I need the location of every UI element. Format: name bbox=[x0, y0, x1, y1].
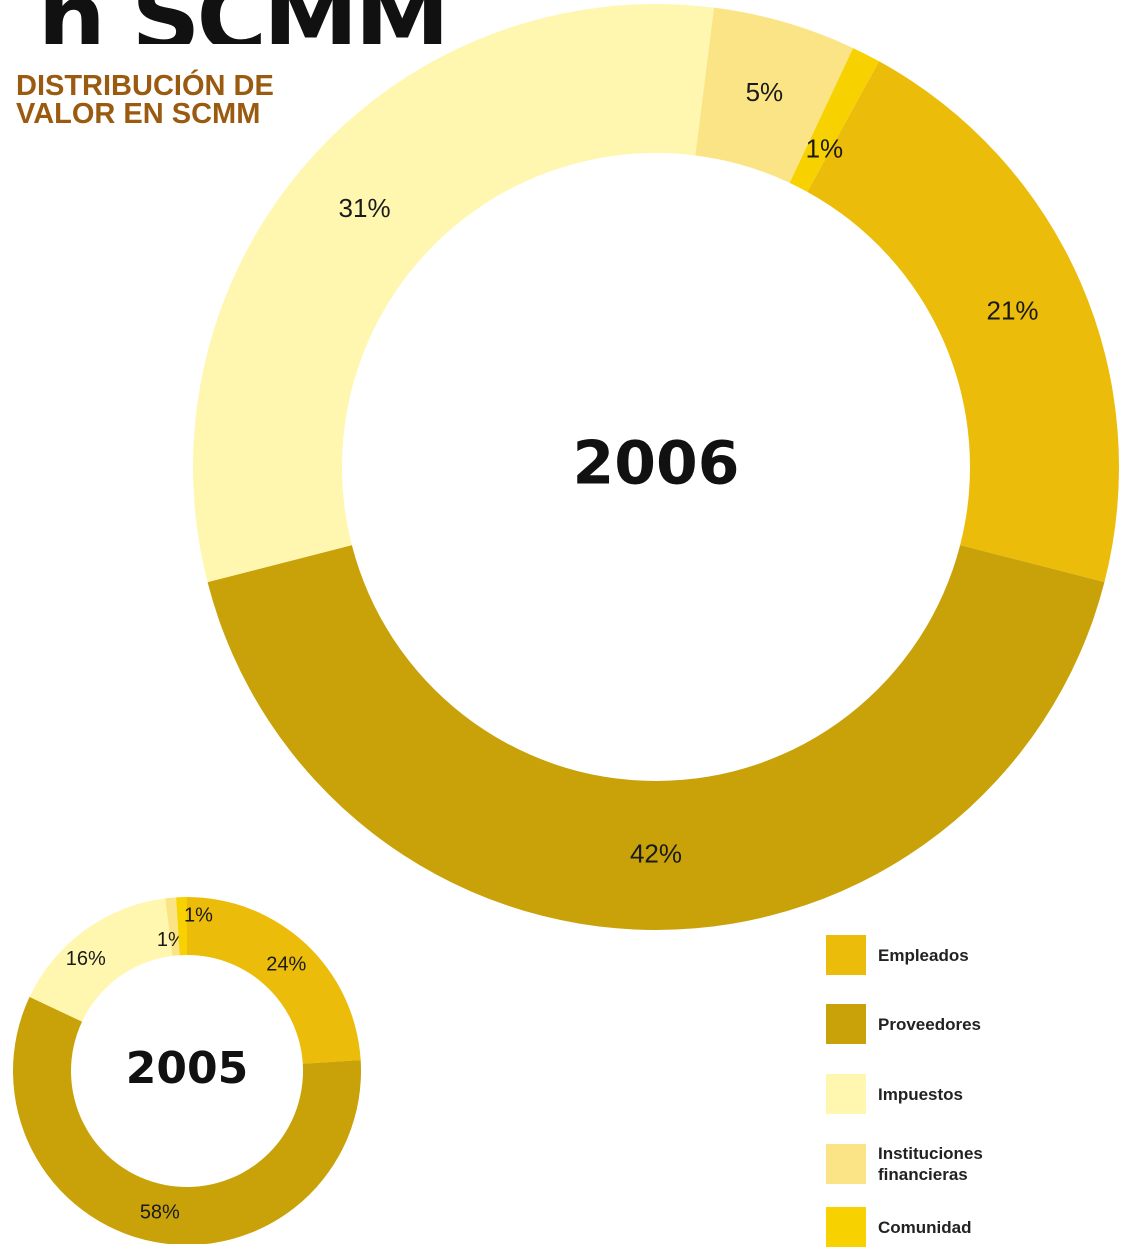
center-year-label-2006: 2006 bbox=[573, 429, 740, 499]
legend-label-instituciones-financieras: Instituciones financieras bbox=[878, 1144, 983, 1184]
slice-2005-comunidad bbox=[176, 897, 187, 956]
legend-item-comunidad: Comunidad bbox=[826, 1207, 1086, 1251]
legend-label-proveedores: Proveedores bbox=[878, 1014, 981, 1034]
donut-chart-2006: 21% 42% 31% 5% 1% 2006 bbox=[192, 3, 1119, 930]
slice-label-2006-impuestos: 31% bbox=[339, 193, 391, 223]
donut-chart-2005: 24%58%16%1%1%2005 bbox=[13, 897, 362, 1244]
slice-2006-proveedores bbox=[207, 545, 1105, 930]
slice-label-2005-comunidad: 1% bbox=[184, 904, 213, 926]
slice-2006-impuestos bbox=[192, 3, 715, 583]
legend-swatch-instituciones-financieras bbox=[826, 1144, 866, 1184]
legend-swatch-empleados bbox=[826, 935, 866, 975]
slice-label-2005-proveedores: 58% bbox=[140, 1202, 180, 1224]
subtitle-line-2: VALOR EN SCMM bbox=[16, 98, 261, 130]
slice-label-2005-empleados: 24% bbox=[266, 954, 306, 976]
slice-2005-proveedores bbox=[13, 996, 362, 1244]
legend-item-instituciones-financieras: Instituciones financieras bbox=[826, 1144, 1086, 1188]
slice-label-2006-empleados: 21% bbox=[987, 296, 1039, 326]
legend-swatch-impuestos bbox=[826, 1074, 866, 1114]
slice-2005-empleados bbox=[187, 897, 361, 1064]
center-year-label-2005: 2005 bbox=[126, 1043, 248, 1094]
legend-item-impuestos: Impuestos bbox=[826, 1074, 1086, 1118]
legend: Empleados Proveedores Impuestos Instituc… bbox=[826, 935, 1086, 1247]
page-title: n SCMM bbox=[0, 0, 460, 44]
legend-label-comunidad: Comunidad bbox=[878, 1217, 972, 1237]
slice-2005-impuestos bbox=[29, 898, 173, 1022]
legend-label-empleados: Empleados bbox=[878, 945, 969, 965]
legend-swatch-proveedores bbox=[826, 1004, 866, 1044]
slice-2006-instituciones-financieras bbox=[695, 7, 854, 183]
legend-label-impuestos: Impuestos bbox=[878, 1084, 964, 1104]
slice-2006-comunidad bbox=[789, 48, 880, 192]
slice-label-2006-comunidad: 1% bbox=[806, 134, 844, 164]
slice-label-2006-proveedores: 42% bbox=[630, 838, 682, 868]
slice-2005-instituciones-financieras bbox=[165, 897, 180, 956]
subtitle-line-1: DISTRIBUCIÓN DE bbox=[16, 70, 274, 102]
slice-label-2006-instituciones-financieras: 5% bbox=[746, 77, 784, 107]
chart-subtitle: DISTRIBUCIÓN DE VALOR EN SCMM bbox=[16, 70, 336, 130]
legend-item-proveedores: Proveedores bbox=[826, 1004, 1086, 1048]
slice-label-2005-impuestos: 16% bbox=[66, 948, 106, 970]
legend-swatch-comunidad bbox=[826, 1207, 866, 1247]
legend-item-empleados: Empleados bbox=[826, 935, 1086, 979]
slice-2006-empleados bbox=[807, 61, 1119, 583]
